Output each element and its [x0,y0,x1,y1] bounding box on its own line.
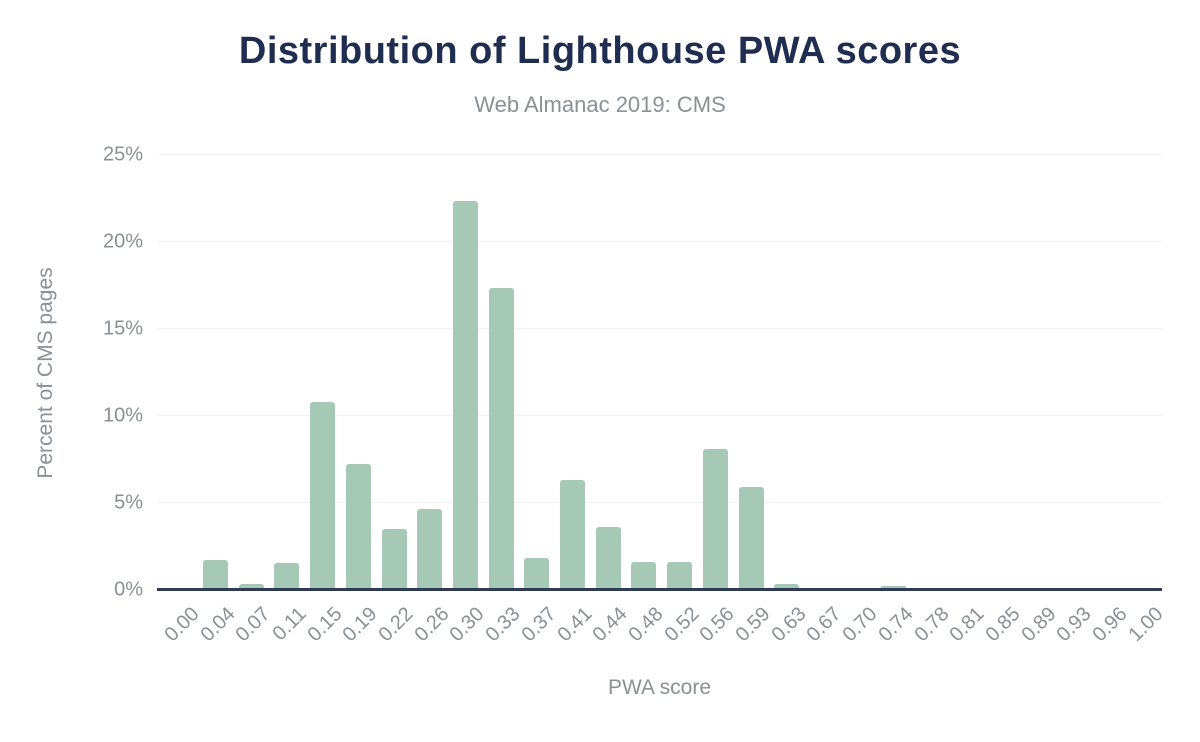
bar-0.22[interactable] [381,528,407,590]
gridline [157,328,1162,329]
bar-0.04[interactable] [203,559,229,590]
gridline [157,154,1162,155]
y-tick-label: 25% [102,143,143,165]
y-tick-label: 10% [102,404,143,426]
bar-0.63[interactable] [774,584,800,590]
y-tick-label: 15% [102,317,143,339]
bar-0.33[interactable] [488,288,514,590]
chart-subtitle: Web Almanac 2019: CMS [474,92,726,117]
bar-0.52[interactable] [667,561,693,590]
bar-0.41[interactable] [560,479,586,590]
gridline [157,241,1162,242]
y-tick-label: 0% [114,578,143,600]
chart-title: Distribution of Lighthouse PWA scores [238,30,962,72]
bar-0.59[interactable] [738,486,764,590]
bar-0.19[interactable] [345,464,371,590]
bar-0.37[interactable] [524,558,550,590]
bar-0.48[interactable] [631,561,657,590]
gridline [157,415,1162,416]
bar-0.44[interactable] [595,526,621,590]
bar-0.11[interactable] [274,563,300,590]
y-tick-label: 5% [114,491,143,513]
bar-0.74[interactable] [881,586,907,590]
x-axis-title: PWA score [607,676,712,699]
bar-0.56[interactable] [702,448,728,590]
bar-0.15[interactable] [310,401,336,590]
y-tick-label: 20% [102,230,143,252]
bar-0.26[interactable] [417,509,443,590]
x-axis-line [157,588,1162,591]
gridline [157,502,1162,503]
y-axis-title: Percent of CMS pages [34,267,57,479]
bar-0.30[interactable] [452,201,478,590]
bar-0.07[interactable] [238,584,264,590]
